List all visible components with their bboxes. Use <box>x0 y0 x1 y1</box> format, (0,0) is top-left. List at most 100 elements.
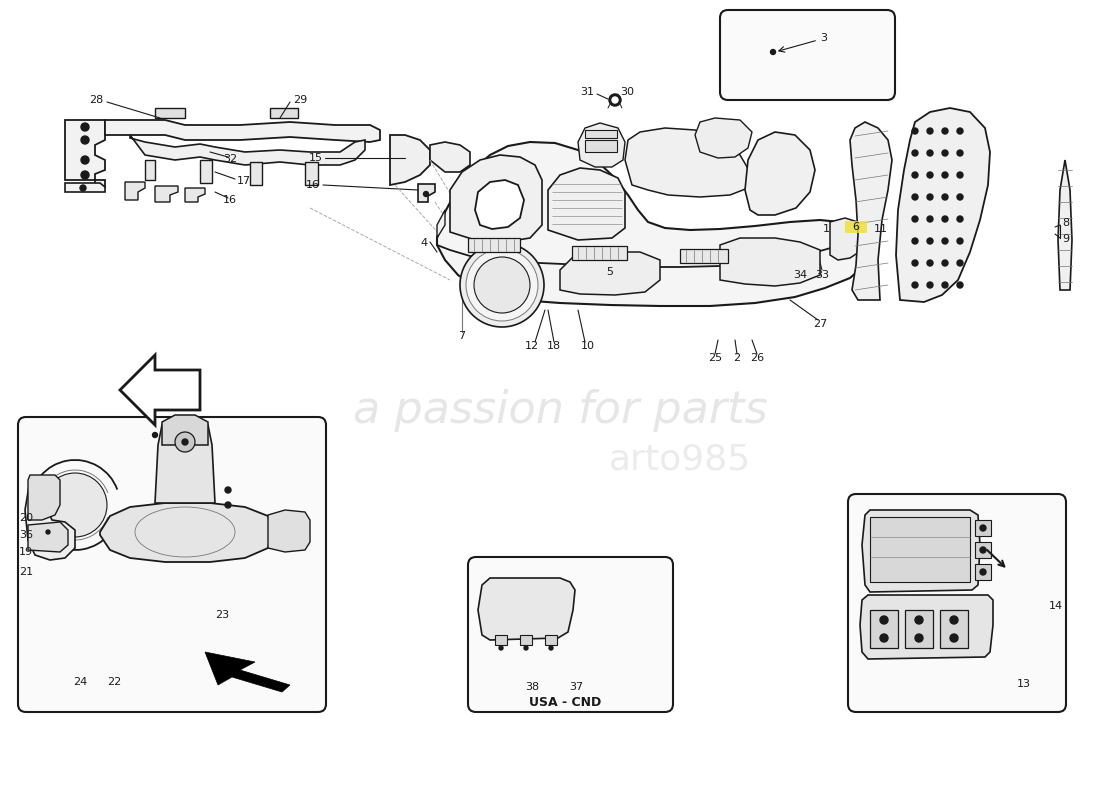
Text: 3: 3 <box>820 33 827 43</box>
Polygon shape <box>305 162 318 185</box>
Text: 8: 8 <box>1062 218 1069 228</box>
Circle shape <box>524 646 528 650</box>
Circle shape <box>43 473 107 537</box>
Polygon shape <box>162 415 208 445</box>
Text: 27: 27 <box>813 319 827 329</box>
Polygon shape <box>130 135 365 165</box>
Text: 28: 28 <box>89 95 103 105</box>
Circle shape <box>927 282 933 288</box>
Text: 17: 17 <box>236 176 251 186</box>
Circle shape <box>880 616 888 624</box>
Polygon shape <box>437 142 870 306</box>
Circle shape <box>549 646 553 650</box>
Circle shape <box>942 150 948 156</box>
Circle shape <box>81 171 89 179</box>
Circle shape <box>927 150 933 156</box>
Text: 24: 24 <box>73 677 87 687</box>
Polygon shape <box>200 160 212 183</box>
Text: a passion for parts: a passion for parts <box>353 389 768 431</box>
Text: 22: 22 <box>107 677 121 687</box>
Circle shape <box>950 616 958 624</box>
Circle shape <box>81 156 89 164</box>
Polygon shape <box>437 210 446 240</box>
Polygon shape <box>250 162 262 185</box>
Circle shape <box>81 123 89 131</box>
Circle shape <box>609 94 622 106</box>
Circle shape <box>499 646 503 650</box>
Bar <box>585 130 617 138</box>
Circle shape <box>80 185 86 191</box>
Text: 37: 37 <box>569 682 583 692</box>
Circle shape <box>474 257 530 313</box>
Polygon shape <box>104 120 379 142</box>
Text: 16: 16 <box>223 195 236 205</box>
Bar <box>155 108 185 118</box>
Circle shape <box>915 616 923 624</box>
Text: 34: 34 <box>793 270 807 280</box>
Polygon shape <box>560 252 660 295</box>
Text: 5: 5 <box>606 267 614 277</box>
Circle shape <box>81 136 89 144</box>
Polygon shape <box>418 184 434 202</box>
Bar <box>585 140 617 152</box>
Circle shape <box>880 634 888 642</box>
Polygon shape <box>145 160 155 180</box>
Polygon shape <box>125 182 145 200</box>
Text: 25: 25 <box>708 353 722 363</box>
Polygon shape <box>745 132 815 215</box>
Circle shape <box>46 530 50 534</box>
Polygon shape <box>860 595 993 659</box>
Text: 23: 23 <box>214 610 229 620</box>
Circle shape <box>942 282 948 288</box>
Polygon shape <box>478 578 575 640</box>
Circle shape <box>915 634 923 642</box>
Bar <box>845 221 867 233</box>
Bar <box>940 610 968 648</box>
Circle shape <box>912 172 918 178</box>
Bar <box>905 610 933 648</box>
Text: 14: 14 <box>1049 601 1063 611</box>
Bar <box>468 238 520 252</box>
FancyBboxPatch shape <box>848 494 1066 712</box>
Text: 10: 10 <box>581 341 595 351</box>
Circle shape <box>612 97 618 103</box>
Circle shape <box>957 238 962 244</box>
Circle shape <box>927 238 933 244</box>
Text: 18: 18 <box>547 341 561 351</box>
FancyBboxPatch shape <box>18 417 326 712</box>
Polygon shape <box>862 510 980 592</box>
Circle shape <box>912 282 918 288</box>
Polygon shape <box>720 238 820 286</box>
Text: 26: 26 <box>750 353 764 363</box>
Circle shape <box>957 260 962 266</box>
Polygon shape <box>390 135 430 185</box>
Polygon shape <box>548 168 625 240</box>
Polygon shape <box>268 510 310 552</box>
Circle shape <box>957 282 962 288</box>
Polygon shape <box>155 420 214 503</box>
Circle shape <box>942 194 948 200</box>
Circle shape <box>912 238 918 244</box>
Bar <box>870 610 898 648</box>
Polygon shape <box>695 118 752 158</box>
Text: 31: 31 <box>580 87 594 97</box>
Text: 4: 4 <box>421 238 428 248</box>
Polygon shape <box>850 122 892 300</box>
Bar <box>544 635 557 645</box>
Polygon shape <box>120 355 200 425</box>
Bar <box>680 249 728 263</box>
Circle shape <box>942 238 948 244</box>
Bar <box>870 517 970 582</box>
Polygon shape <box>65 120 104 187</box>
Circle shape <box>980 569 986 575</box>
Circle shape <box>424 191 429 197</box>
Text: 6: 6 <box>852 222 859 232</box>
Circle shape <box>957 172 962 178</box>
Text: 7: 7 <box>459 331 465 341</box>
Text: USA - CND: USA - CND <box>529 695 601 709</box>
Text: 12: 12 <box>525 341 539 351</box>
Bar <box>495 635 507 645</box>
Polygon shape <box>896 108 990 302</box>
Circle shape <box>153 433 157 438</box>
Circle shape <box>182 439 188 445</box>
